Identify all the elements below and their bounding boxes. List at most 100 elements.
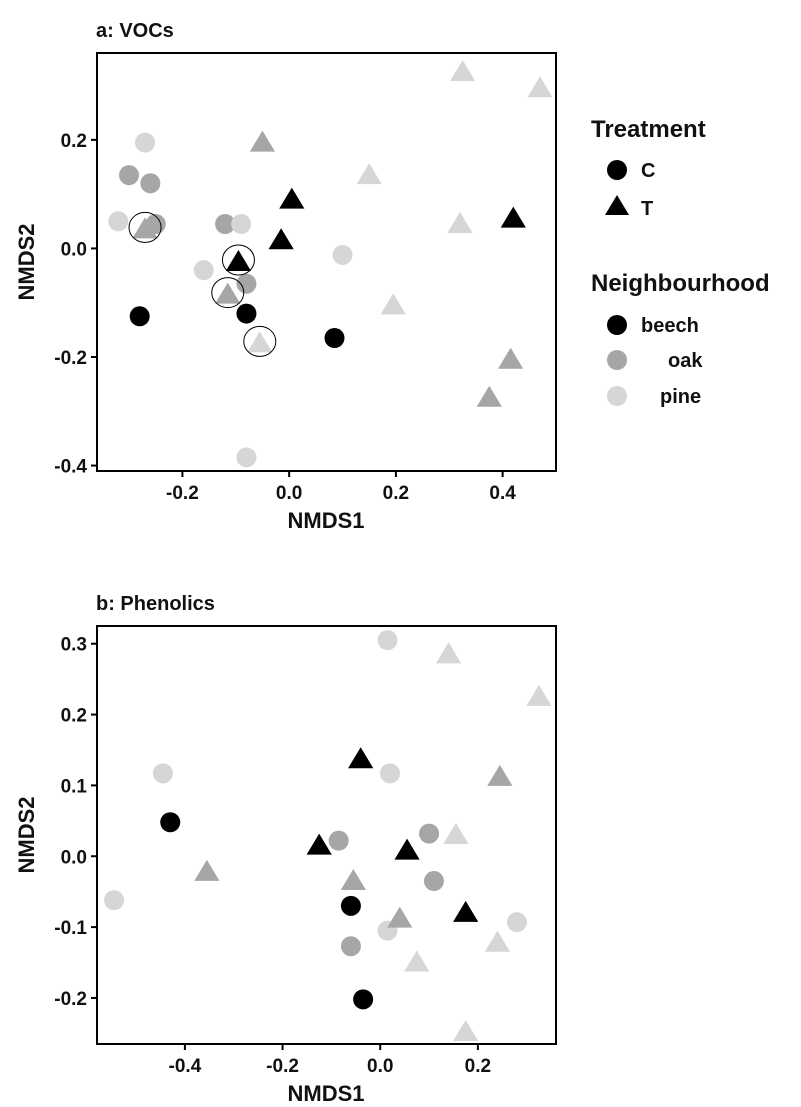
panel-b-point-4	[328, 830, 349, 851]
panel-a-point-3	[108, 211, 129, 232]
panel-b-point-12	[353, 989, 374, 1010]
panel-b-point-2	[379, 763, 400, 784]
panel-b-point-22	[453, 900, 479, 922]
panel-b-x-axis-title: NMDS1	[287, 1081, 364, 1106]
panel-a-point-9	[129, 306, 150, 327]
panel-a-y-tick-label-2: 0.0	[61, 239, 87, 260]
panel-a-y-tick-label-0: -0.4	[54, 457, 87, 478]
panel-b-point-17	[443, 823, 469, 844]
panel-a-point-12	[332, 244, 353, 265]
panel-a-highlight-ring-23	[221, 244, 255, 276]
panel-b-point-0	[377, 630, 398, 651]
panel-a-vocs: a: VOCs -0.2 0.0 0.2 0.4 -0.4 -0.2 0.0 0.2 NMDS…	[14, 20, 557, 533]
panel-a-point-2	[140, 173, 161, 194]
legend-beech-marker	[607, 315, 627, 335]
legend-treatment-title: Treatment	[591, 116, 706, 143]
panel-b-phenolics: b: Phenolics -0.4 -0.2 0.0 0.2 -0.2 -0.1 0.0 0.…	[14, 593, 557, 1106]
panel-b-y-tick-label-5: 0.3	[61, 635, 87, 656]
legend-neighbourhood-title: Neighbourhood	[591, 270, 770, 297]
panel-b-point-24	[484, 930, 511, 952]
panel-a-point-11	[324, 328, 345, 348]
panel-b-point-20	[194, 859, 220, 881]
panel-a-point-23	[225, 250, 252, 271]
panel-b-point-7	[104, 890, 125, 911]
panel-a-point-19	[500, 206, 526, 228]
panel-a-point-7	[193, 260, 214, 281]
panel-b-point-6	[423, 871, 444, 892]
panel-a-point-1	[119, 165, 140, 186]
panel-a-y-tick-label-1: -0.2	[54, 348, 87, 369]
panel-a-point-13	[236, 447, 257, 468]
panel-a-point-16	[527, 76, 553, 98]
legend-pine-label: pine	[660, 386, 701, 408]
panel-a-point-28	[476, 385, 502, 407]
panel-a-ticks: -0.2 0.0 0.2 0.4 -0.4 -0.2 0.0 0.2	[54, 131, 516, 504]
panel-a-point-0	[135, 132, 156, 153]
panel-b-y-axis-title: NMDS2	[14, 796, 39, 873]
panel-b-point-21	[340, 869, 366, 891]
panel-b-x-tick-label-1: -0.2	[266, 1056, 299, 1077]
panel-b-y-tick-label-3: 0.1	[61, 776, 88, 797]
panel-b-y-tick-label-2: 0.0	[61, 847, 87, 868]
panel-a-highlight-ring-24	[211, 277, 245, 309]
panel-b-x-tick-label-0: -0.4	[169, 1056, 202, 1077]
panel-b-point-3	[160, 812, 181, 833]
panel-a-x-tick-label-1: 0.0	[276, 483, 302, 504]
panel-b-x-tick-label-2: 0.0	[367, 1056, 393, 1077]
panel-a-point-25	[247, 331, 273, 353]
panel-b-ticks: -0.4 -0.2 0.0 0.2 -0.2 -0.1 0.0 0.1 0.2 0.3	[54, 635, 491, 1077]
panel-b-point-26	[453, 1019, 479, 1041]
panel-a-point-22	[132, 217, 158, 239]
panel-b-point-23	[387, 906, 413, 928]
panel-a-x-tick-label-3: 0.4	[489, 483, 516, 504]
panel-a-point-21	[268, 228, 294, 250]
legend-treatment-c-marker	[607, 160, 627, 180]
legend-treatment-t-label: T	[641, 198, 653, 220]
legend-treatment-c-label: C	[641, 160, 655, 182]
panel-a-point-10	[236, 303, 257, 324]
panel-a-point-15	[449, 60, 476, 81]
legend-oak-marker	[607, 350, 627, 370]
panel-a-title: a: VOCs	[96, 20, 174, 42]
legend-oak-label: oak	[668, 350, 703, 372]
panel-a-point-14	[249, 130, 276, 152]
panel-a-highlight-ring-25	[243, 325, 277, 357]
panel-b-y-tick-label-1: -0.1	[54, 918, 87, 939]
panel-a-x-tick-label-0: -0.2	[166, 483, 199, 504]
legend-pine-marker	[607, 386, 627, 406]
panel-b-point-19	[394, 838, 420, 860]
legend: Treatment C T Neighbourhood beech oak pi…	[591, 116, 770, 408]
panel-a-highlight-ring-22	[128, 211, 162, 243]
panel-b-frame	[96, 625, 557, 1045]
panel-b-point-16	[487, 764, 513, 786]
panel-b-title: b: Phenolics	[96, 593, 215, 615]
panel-b-point-11	[340, 936, 361, 957]
panel-b-marks	[104, 630, 552, 1041]
panel-b-x-tick-label-3: 0.2	[465, 1056, 491, 1077]
panel-a-x-tick-label-2: 0.2	[383, 483, 409, 504]
panel-a-point-17	[356, 163, 382, 185]
panel-a-point-8	[236, 273, 257, 294]
panel-b-y-tick-label-4: 0.2	[61, 706, 87, 727]
panel-b-point-8	[340, 895, 361, 916]
panel-a-y-axis-title: NMDS2	[14, 223, 39, 300]
panel-b-point-18	[306, 833, 332, 855]
panel-b-point-15	[348, 747, 374, 769]
legend-treatment-t-marker	[605, 195, 629, 215]
panel-a-point-20	[447, 212, 473, 233]
panel-a-point-18	[279, 187, 305, 209]
panel-b-point-13	[435, 642, 462, 664]
panel-a-point-6	[231, 214, 252, 234]
panel-b-point-9	[506, 912, 527, 933]
panel-a-point-26	[380, 293, 406, 315]
panel-b-point-14	[526, 684, 552, 706]
panel-a-point-27	[498, 347, 524, 369]
panel-a-marks	[108, 60, 553, 468]
panel-b-point-25	[404, 950, 430, 972]
panel-b-point-5	[419, 823, 440, 844]
panel-a-y-tick-label-3: 0.2	[61, 131, 87, 152]
panel-a-frame	[96, 52, 557, 472]
legend-beech-label: beech	[641, 315, 699, 337]
panel-b-point-1	[152, 763, 173, 784]
